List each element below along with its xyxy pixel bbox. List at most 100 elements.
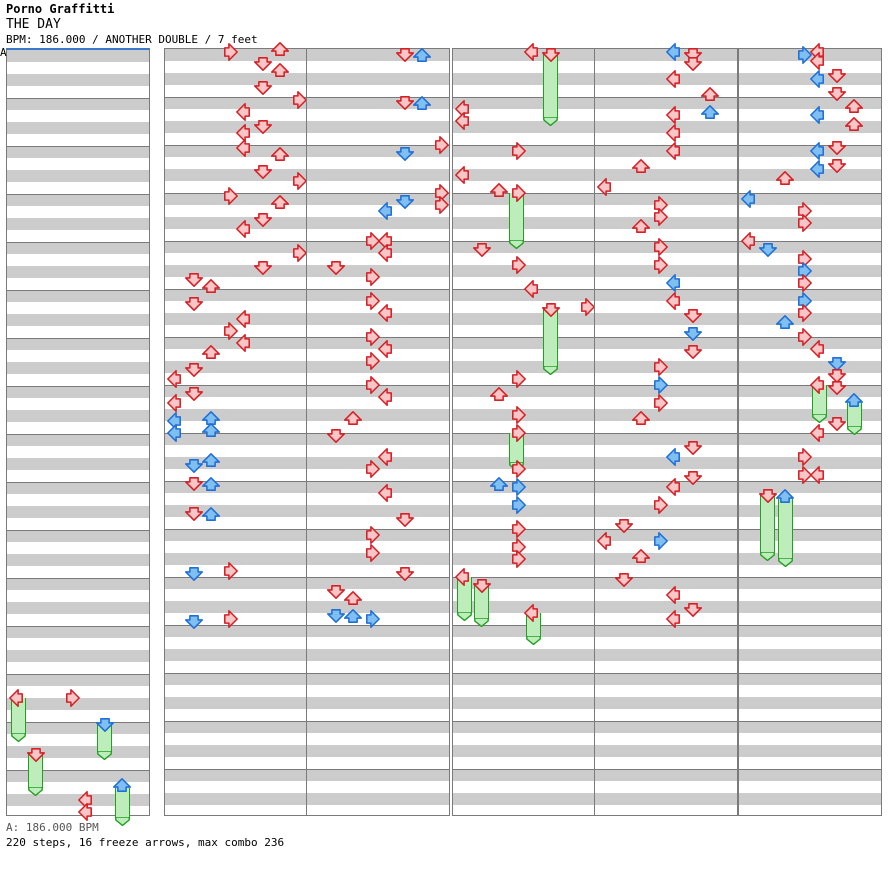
measure-line bbox=[453, 769, 595, 770]
beat-band bbox=[739, 673, 881, 685]
note-arrow-icon bbox=[183, 356, 205, 378]
beat-band bbox=[165, 529, 307, 541]
freeze-arrow-body bbox=[28, 752, 44, 788]
measure-line bbox=[453, 673, 595, 674]
note-arrow-icon bbox=[665, 104, 687, 126]
beat-band bbox=[453, 169, 595, 181]
beat-band bbox=[307, 217, 449, 229]
measure-line bbox=[7, 626, 149, 627]
note-arrow-icon bbox=[826, 62, 848, 84]
note-arrow-icon bbox=[269, 146, 291, 168]
note-arrow-icon bbox=[252, 113, 274, 135]
note-arrow-icon bbox=[325, 422, 347, 444]
beat-band bbox=[307, 193, 449, 205]
note-arrow-icon bbox=[826, 350, 848, 372]
beat-band bbox=[165, 625, 307, 637]
note-arrow-icon bbox=[217, 560, 239, 582]
note-arrow-icon bbox=[843, 98, 865, 120]
beat-band bbox=[7, 458, 149, 470]
freeze-arrow-tail bbox=[526, 636, 542, 645]
freeze-arrow-tail bbox=[28, 787, 44, 796]
note-arrow-icon bbox=[774, 170, 796, 192]
beat-band bbox=[595, 433, 737, 445]
beat-band bbox=[453, 625, 595, 637]
stepchart-panels: A bbox=[0, 42, 896, 826]
beat-band bbox=[595, 625, 737, 637]
freeze-arrow-body bbox=[474, 583, 490, 619]
measure-line bbox=[7, 722, 149, 723]
measure-line bbox=[7, 338, 149, 339]
measure-line bbox=[739, 97, 881, 98]
note-arrow-icon bbox=[826, 80, 848, 102]
note-arrow-icon bbox=[200, 422, 222, 444]
measure-line bbox=[453, 625, 595, 626]
note-arrow-icon bbox=[200, 452, 222, 474]
note-arrow-icon bbox=[286, 89, 308, 111]
beat-band bbox=[595, 121, 737, 133]
beat-band bbox=[595, 769, 737, 781]
beat-band bbox=[165, 553, 307, 565]
note-arrow-icon bbox=[359, 608, 381, 630]
note-arrow-icon bbox=[613, 566, 635, 588]
beat-band bbox=[7, 482, 149, 494]
beat-band bbox=[7, 434, 149, 446]
note-arrow-icon bbox=[665, 122, 687, 144]
note-arrow-icon bbox=[377, 482, 399, 504]
beat-band bbox=[307, 121, 449, 133]
note-arrow-icon bbox=[488, 476, 510, 498]
beat-band bbox=[739, 577, 881, 589]
measure-line bbox=[595, 529, 737, 530]
song-header: Porno Graffitti THE DAY BPM: 186.000 / A… bbox=[6, 2, 258, 46]
beat-band bbox=[739, 745, 881, 757]
difficulty-letter-label: A bbox=[0, 46, 7, 59]
beat-band bbox=[7, 218, 149, 230]
note-arrow-icon bbox=[682, 41, 704, 63]
note-arrow-icon bbox=[647, 356, 669, 378]
measure-line bbox=[739, 673, 881, 674]
measure-line bbox=[453, 97, 595, 98]
note-arrow-icon bbox=[791, 44, 813, 66]
beat-band bbox=[165, 217, 307, 229]
beat-band bbox=[739, 649, 881, 661]
beat-band bbox=[307, 169, 449, 181]
beat-band bbox=[165, 265, 307, 277]
note-arrow-icon bbox=[325, 578, 347, 600]
note-arrow-icon bbox=[394, 140, 416, 162]
beat-band bbox=[7, 578, 149, 590]
measure-line bbox=[165, 721, 307, 722]
note-arrow-icon bbox=[217, 185, 239, 207]
beat-band bbox=[7, 698, 149, 710]
beat-band bbox=[7, 626, 149, 638]
chart-panel bbox=[6, 48, 150, 826]
note-arrow-icon bbox=[647, 206, 669, 228]
measure-line bbox=[739, 193, 881, 194]
note-arrow-icon bbox=[359, 524, 381, 546]
note-arrow-icon bbox=[359, 230, 381, 252]
note-arrow-icon bbox=[200, 344, 222, 366]
note-arrow-icon bbox=[394, 188, 416, 210]
note-arrow-icon bbox=[217, 320, 239, 342]
beat-band bbox=[739, 385, 881, 397]
beat-band bbox=[7, 122, 149, 134]
measure-line bbox=[595, 193, 737, 194]
measure-line bbox=[453, 385, 595, 386]
note-arrow-icon bbox=[235, 101, 257, 123]
measure-line bbox=[165, 673, 307, 674]
beat-band bbox=[453, 649, 595, 661]
note-arrow-icon bbox=[377, 446, 399, 468]
beat-band bbox=[453, 73, 595, 85]
beat-band bbox=[307, 793, 449, 805]
beat-band bbox=[7, 146, 149, 158]
measure-line bbox=[307, 529, 449, 530]
note-arrow-icon bbox=[809, 422, 831, 444]
beat-band bbox=[307, 385, 449, 397]
note-arrow-icon bbox=[682, 302, 704, 324]
measure-line bbox=[165, 529, 307, 530]
beat-band bbox=[307, 49, 449, 61]
note-arrow-icon bbox=[826, 362, 848, 384]
beat-band bbox=[453, 265, 595, 277]
beat-band bbox=[739, 721, 881, 733]
beat-band bbox=[307, 289, 449, 301]
beat-band bbox=[595, 217, 737, 229]
note-arrow-icon bbox=[682, 338, 704, 360]
